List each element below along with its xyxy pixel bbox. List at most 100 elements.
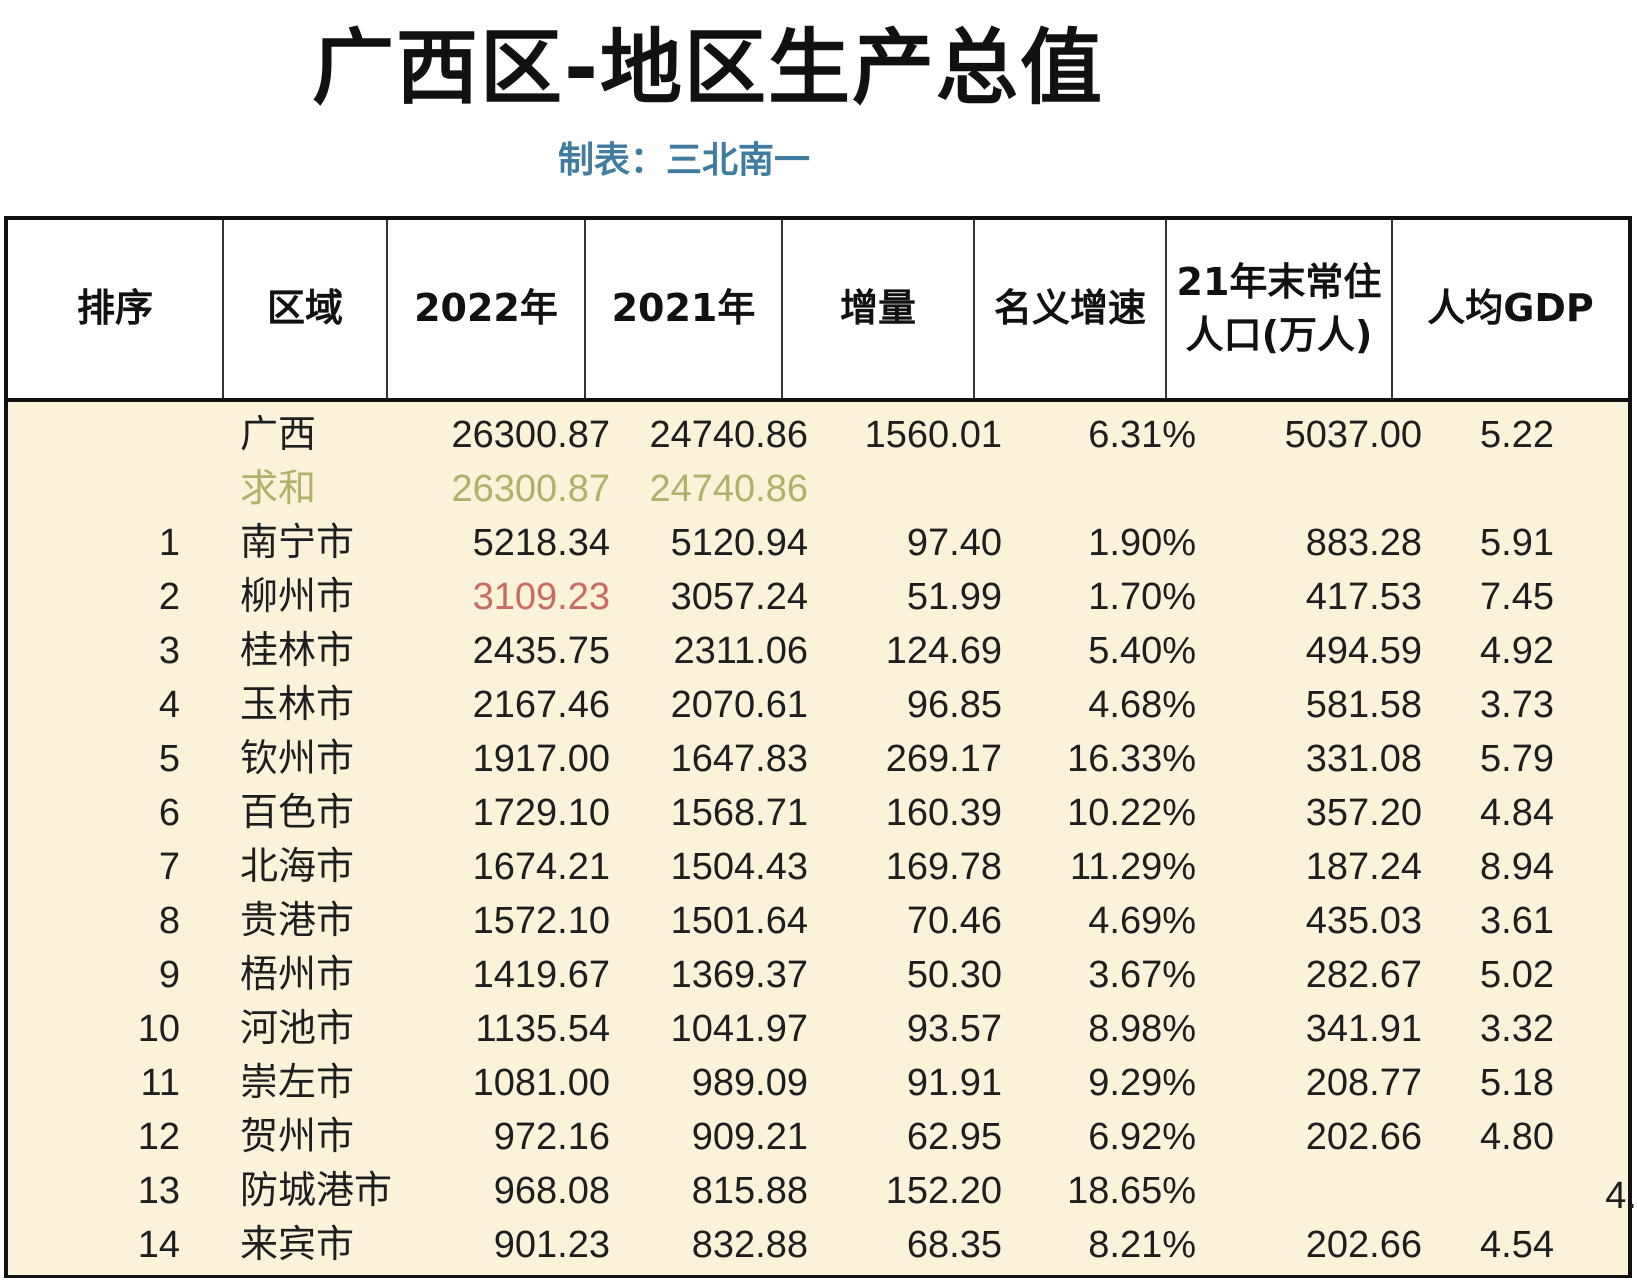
table-row: 11 崇左市 1081.00 989.09 91.91 9.29% 208.77… <box>8 1056 1628 1111</box>
cell-2021: 2070.61 <box>670 684 808 727</box>
cell-growth: 8.21% <box>1088 1224 1196 1267</box>
cell-2021: 1647.83 <box>670 738 808 781</box>
cell-region: 贵港市 <box>240 900 355 943</box>
cell-gdp-per-capita: 5.22 <box>1480 414 1554 457</box>
cell-growth: 4.68% <box>1088 684 1196 727</box>
author-credit: 制表：三北南一 <box>558 140 811 181</box>
cell-growth: 18.65% <box>1067 1170 1196 1213</box>
cell-2021: 1369.37 <box>670 954 808 997</box>
cell-increase: 124.69 <box>885 630 1002 673</box>
cell-2022: 1419.67 <box>472 954 610 997</box>
cell-increase: 269.17 <box>885 738 1002 781</box>
cell-increase: 1560.01 <box>864 414 1002 457</box>
cell-region: 玉林市 <box>240 684 355 727</box>
cell-gdp-per-capita: 4.80 <box>1480 1116 1554 1159</box>
cell-rank: 1 <box>158 522 180 565</box>
cell-increase: 97.40 <box>906 522 1002 565</box>
cell-2022: 1081.00 <box>472 1062 610 1105</box>
cell-rank: 8 <box>158 900 180 943</box>
cell-increase: 91.91 <box>906 1062 1002 1105</box>
page-title: 广西区-地区生产总值 <box>312 21 1105 116</box>
column-header-population: 21年末常住 人口(万人) <box>1167 220 1393 398</box>
cell-population: 202.66 <box>1305 1224 1422 1267</box>
overlay-fragment: 4. <box>1605 1175 1637 1217</box>
cell-region: 南宁市 <box>240 522 355 565</box>
cell-gdp-per-capita: 4.54 <box>1480 1224 1554 1267</box>
column-header-increase: 增量 <box>783 220 975 398</box>
table-row: 1 南宁市 5218.34 5120.94 97.40 1.90% 883.28… <box>8 516 1628 571</box>
cell-2022: 901.23 <box>493 1224 610 1267</box>
table-row: 10 河池市 1135.54 1041.97 93.57 8.98% 341.9… <box>8 1002 1628 1057</box>
cell-population: 417.53 <box>1305 576 1422 619</box>
cell-gdp-per-capita: 8.94 <box>1480 846 1554 889</box>
cell-growth: 4.69% <box>1088 900 1196 943</box>
cell-rank: 11 <box>140 1062 180 1105</box>
cell-rank: 13 <box>137 1170 180 1213</box>
cell-gdp-per-capita: 5.79 <box>1480 738 1554 781</box>
cell-gdp-per-capita: 7.45 <box>1480 576 1554 619</box>
cell-increase: 152.20 <box>885 1170 1002 1213</box>
table-row: 8 贵港市 1572.10 1501.64 70.46 4.69% 435.03… <box>8 894 1628 949</box>
cell-2021: 5120.94 <box>670 522 808 565</box>
cell-region: 防城港市 <box>240 1170 393 1213</box>
cell-rank: 12 <box>137 1116 180 1159</box>
cell-population: 187.24 <box>1305 846 1422 889</box>
cell-growth: 11.29% <box>1069 846 1196 889</box>
cell-increase: 62.95 <box>906 1116 1002 1159</box>
cell-growth: 5.40% <box>1088 630 1196 673</box>
cell-rank: 3 <box>158 630 180 673</box>
cell-2022: 1729.10 <box>472 792 610 835</box>
cell-region: 广西 <box>240 414 317 457</box>
cell-region: 百色市 <box>240 792 355 835</box>
cell-2022: 968.08 <box>493 1170 610 1213</box>
cell-growth: 3.67% <box>1088 954 1196 997</box>
column-header-2021: 2021年 <box>586 220 783 398</box>
table-row: 12 贺州市 972.16 909.21 62.95 6.92% 202.66 … <box>8 1110 1628 1165</box>
cell-increase: 96.85 <box>906 684 1002 727</box>
cell-rank: 14 <box>137 1224 180 1267</box>
cell-rank: 10 <box>137 1008 180 1051</box>
cell-region: 贺州市 <box>240 1116 355 1159</box>
column-header-2022: 2022年 <box>388 220 586 398</box>
table-row: 13 防城港市 968.08 815.88 152.20 18.65% <box>8 1164 1628 1219</box>
cell-population: 883.28 <box>1305 522 1422 565</box>
title-area: 广西区-地区生产总值 制表：三北南一 <box>0 0 1637 215</box>
cell-2022: 26300.87 <box>451 414 611 457</box>
cell-2022: 1135.54 <box>475 1008 610 1051</box>
cell-2021: 1504.43 <box>670 846 808 889</box>
cell-2021: 24740.86 <box>649 414 809 457</box>
table-header-row: 排序 区域 2022年 2021年 增量 名义增速 21年末常住 人口(万人) … <box>8 220 1628 402</box>
cell-rank: 9 <box>158 954 180 997</box>
cell-2021: 24740.86 <box>649 468 809 511</box>
column-header-region: 区域 <box>224 220 388 398</box>
cell-2021: 3057.24 <box>670 576 808 619</box>
table-row-sum: 求和 26300.87 24740.86 <box>8 462 1628 517</box>
cell-2021: 2311.06 <box>673 630 808 673</box>
cell-2022: 2167.46 <box>472 684 610 727</box>
cell-2021: 832.88 <box>691 1224 808 1267</box>
cell-population: 208.77 <box>1305 1062 1422 1105</box>
cell-2021: 815.88 <box>691 1170 808 1213</box>
table-row: 7 北海市 1674.21 1504.43 169.78 11.29% 187.… <box>8 840 1628 895</box>
cell-rank: 2 <box>158 576 180 619</box>
cell-2022: 1674.21 <box>472 846 610 889</box>
cell-rank: 7 <box>158 846 180 889</box>
column-header-population-line1: 21年末常住 <box>1176 259 1382 304</box>
cell-region: 北海市 <box>240 846 355 889</box>
cell-region: 桂林市 <box>240 630 355 673</box>
cell-population: 494.59 <box>1305 630 1422 673</box>
column-header-rank: 排序 <box>8 220 224 398</box>
cell-rank: 6 <box>158 792 180 835</box>
cell-increase: 68.35 <box>906 1224 1002 1267</box>
cell-region: 柳州市 <box>240 576 355 619</box>
cell-increase: 93.57 <box>906 1008 1002 1051</box>
cell-2021: 989.09 <box>691 1062 808 1105</box>
table-row: 3 桂林市 2435.75 2311.06 124.69 5.40% 494.5… <box>8 624 1628 679</box>
cell-rank: 5 <box>158 738 180 781</box>
cell-increase: 50.30 <box>906 954 1002 997</box>
cell-population: 202.66 <box>1305 1116 1422 1159</box>
cell-gdp-per-capita: 5.18 <box>1480 1062 1554 1105</box>
cell-2021: 1041.97 <box>670 1008 808 1051</box>
cell-growth: 6.92% <box>1088 1116 1196 1159</box>
cell-2022: 972.16 <box>493 1116 610 1159</box>
